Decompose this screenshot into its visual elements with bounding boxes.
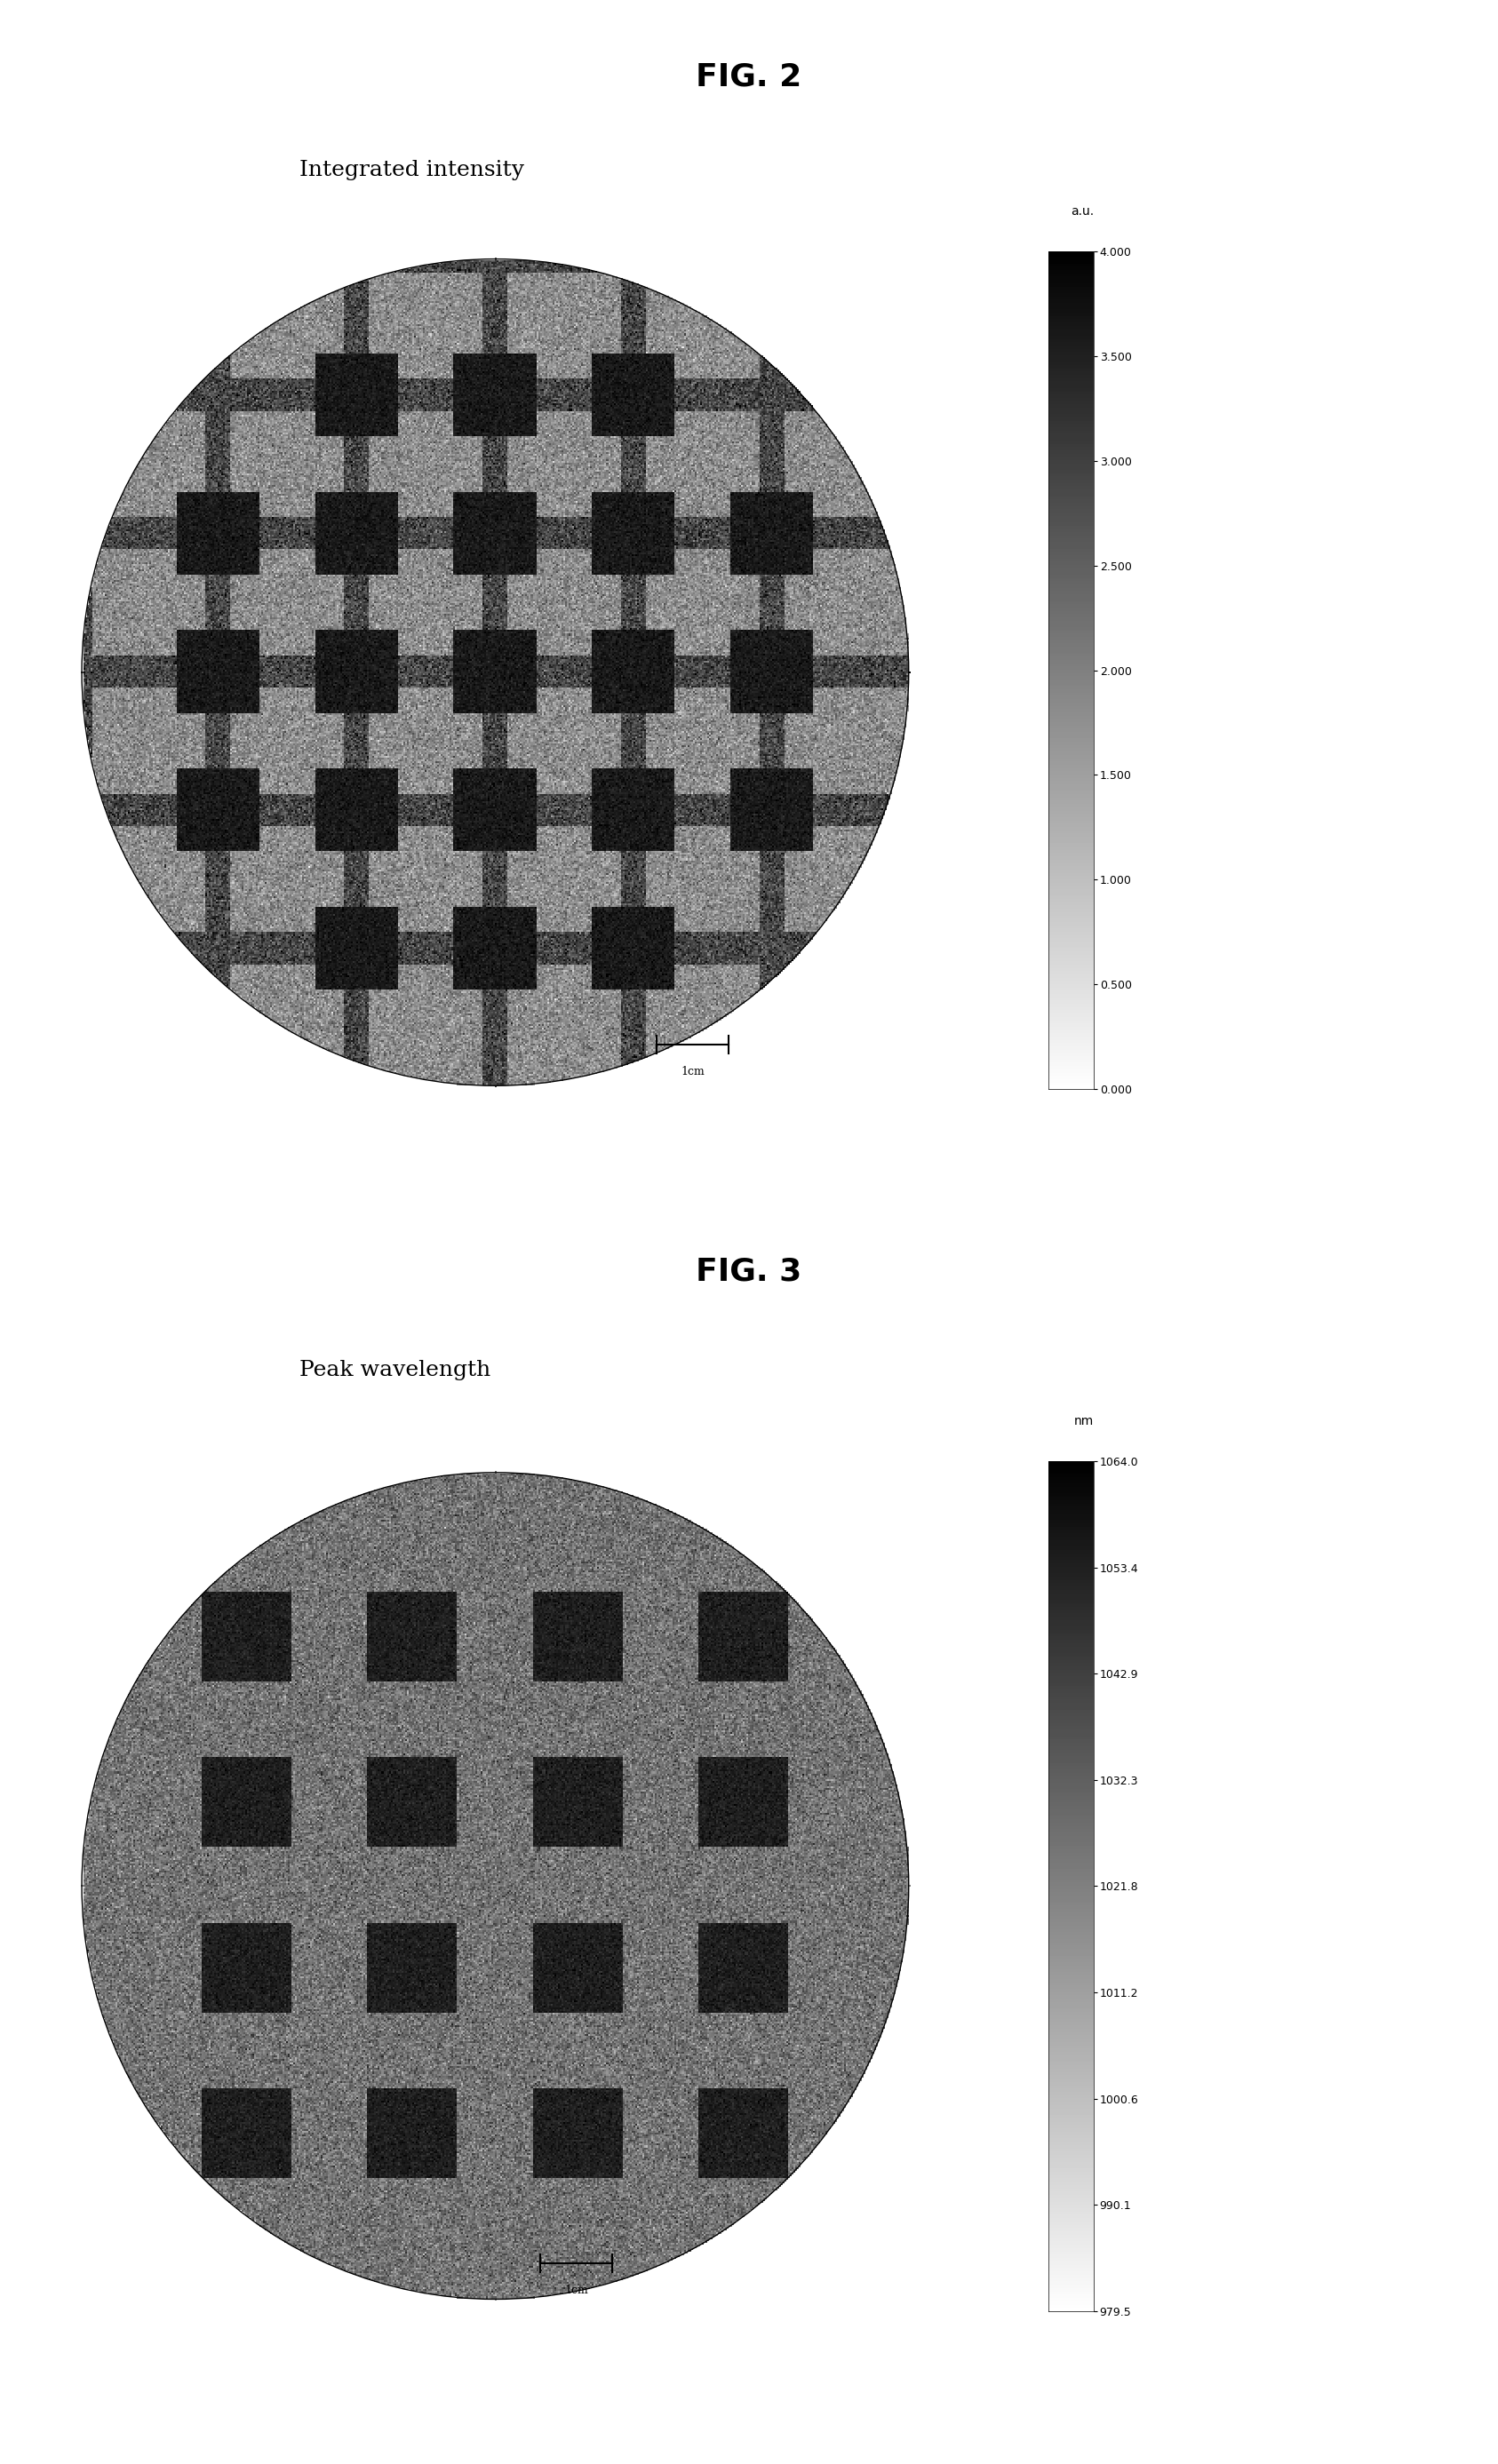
Text: FIG. 2: FIG. 2 <box>697 62 801 91</box>
Text: a.u.: a.u. <box>1071 205 1094 217</box>
Text: Integrated intensity: Integrated intensity <box>300 160 524 180</box>
Text: nm: nm <box>1074 1414 1094 1427</box>
Text: 1cm: 1cm <box>682 1067 706 1077</box>
Text: Peak wavelength: Peak wavelength <box>300 1360 491 1380</box>
Text: FIG. 3: FIG. 3 <box>697 1257 801 1286</box>
Text: 1cm: 1cm <box>565 2284 589 2296</box>
